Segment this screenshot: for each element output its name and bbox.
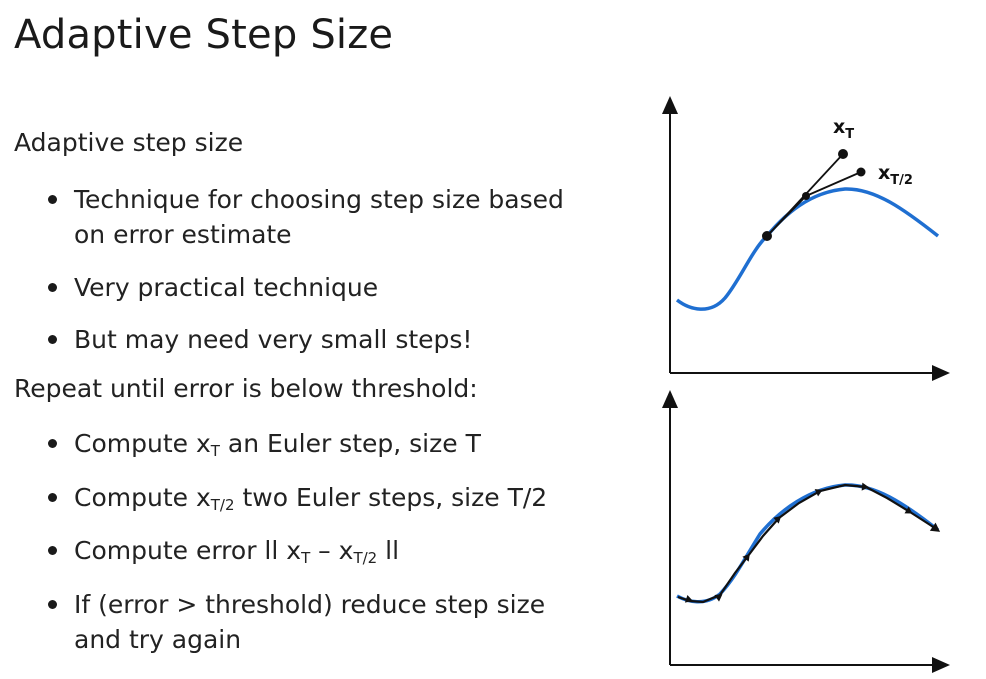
step-xt2-line-2 [805,171,862,197]
section-heading-repeat: Repeat until error is below threshold: [14,374,478,403]
bullet-dot [48,195,57,204]
bullet-text: If (error > threshold) reduce step size … [74,590,546,654]
bullet-text: Compute xT/2 two Euler steps, size T/2 [74,483,548,514]
bullet-practical: Very practical technique [48,270,588,305]
label-xt: xT [833,116,854,142]
mid-point [802,192,810,200]
bullet-dot [48,600,57,609]
bullet-dot [48,335,57,344]
bullet-dot [48,546,57,555]
bullet-dot [48,283,57,292]
start-point [762,231,772,241]
bullet-reduce-step: If (error > threshold) reduce step size … [48,587,588,657]
step-xt2-line-1 [766,195,807,237]
bottom-diagram [662,390,950,673]
bullet-dot [48,439,57,448]
top-diagram: xT xT/2 [662,96,950,381]
bullet-compute-xt2: Compute xT/2 two Euler steps, size T/2 [48,480,588,523]
bullet-text: Compute error ll xT – xT/2 ll [74,536,400,567]
bullet-small-steps: But may need very small steps! [48,322,588,357]
bullet-technique: Technique for choosing step size based o… [48,182,588,252]
slide-title: Adaptive Step Size [14,12,394,58]
bullet-compute-xt: Compute xT an Euler step, size T [48,426,588,469]
bottom-curve [676,483,940,604]
bullet-dot [48,493,57,502]
xt2-point [856,167,866,177]
bullet-text: Very practical technique [74,273,379,302]
bullet-text: Technique for choosing step size based o… [74,185,564,249]
top-curve [675,187,940,311]
section-heading-adaptive: Adaptive step size [14,128,244,157]
bullet-compute-error: Compute error ll xT – xT/2 ll [48,533,588,576]
xt-point [838,149,848,159]
step-arrowheads [684,482,941,603]
bullet-text: Compute xT an Euler step, size T [74,429,481,460]
bullet-text: But may need very small steps! [74,325,473,354]
label-xt2: xT/2 [878,162,913,188]
